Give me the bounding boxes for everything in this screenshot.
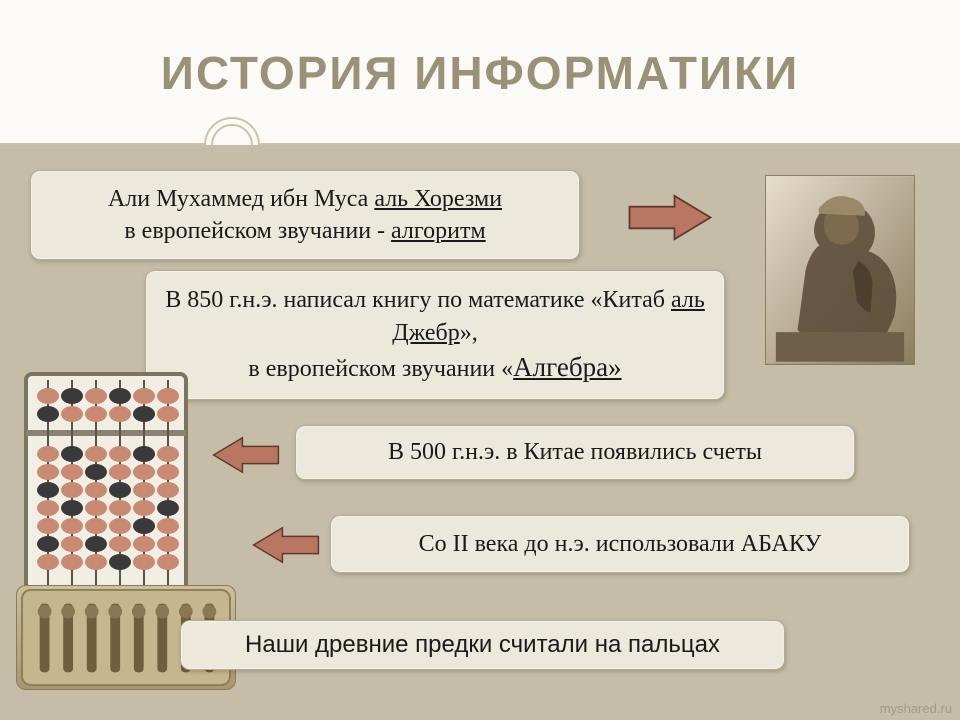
arrow-right-icon xyxy=(625,190,715,245)
slide-title: ИСТОРИЯ ИНФОРМАТИКИ xyxy=(161,46,799,100)
b1-underline-2: алгоритм xyxy=(391,218,486,244)
b2-text-b: », xyxy=(460,320,478,346)
alkhwarizmi-image xyxy=(765,175,915,365)
b1-text-b: в европейском звучании - xyxy=(124,218,391,244)
content-area: Али Мухаммед ибн Муса аль Хорезми в евро… xyxy=(0,145,960,720)
text-box-fingers: Наши древние предки считали на пальцах xyxy=(180,620,785,670)
b2-text-a: В 850 г.н.э. написал книгу по математике… xyxy=(165,287,671,313)
arrow-left-2-icon xyxy=(250,523,322,567)
b1-underline-1: аль Хорезми xyxy=(374,186,502,212)
watermark: myshared.ru xyxy=(880,701,952,716)
b1-text-a: Али Мухаммед ибн Муса xyxy=(108,186,374,212)
b3-text: В 500 г.н.э. в Китае появились счеты xyxy=(388,436,762,468)
header: ИСТОРИЯ ИНФОРМАТИКИ xyxy=(0,0,960,145)
slide: ИСТОРИЯ ИНФОРМАТИКИ Али Мухаммед ибн Мус… xyxy=(0,0,960,720)
b4-text: Со II века до н.э. использовали АБАКУ xyxy=(419,528,822,560)
b2-text-c: в европейском звучании « xyxy=(248,356,513,382)
arrow-left-1-icon xyxy=(210,433,282,477)
text-box-abaku: Со II века до н.э. использовали АБАКУ xyxy=(330,515,910,573)
text-box-algebra: В 850 г.н.э. написал книгу по математике… xyxy=(145,270,725,400)
abacus-image xyxy=(20,370,192,595)
b2-underline-2: Алгебра» xyxy=(513,352,621,382)
text-box-alkhwarizmi: Али Мухаммед ибн Муса аль Хорезми в евро… xyxy=(30,170,580,260)
b5-text: Наши древние предки считали на пальцах xyxy=(245,629,720,661)
text-box-china-abacus: В 500 г.н.э. в Китае появились счеты xyxy=(295,425,855,480)
